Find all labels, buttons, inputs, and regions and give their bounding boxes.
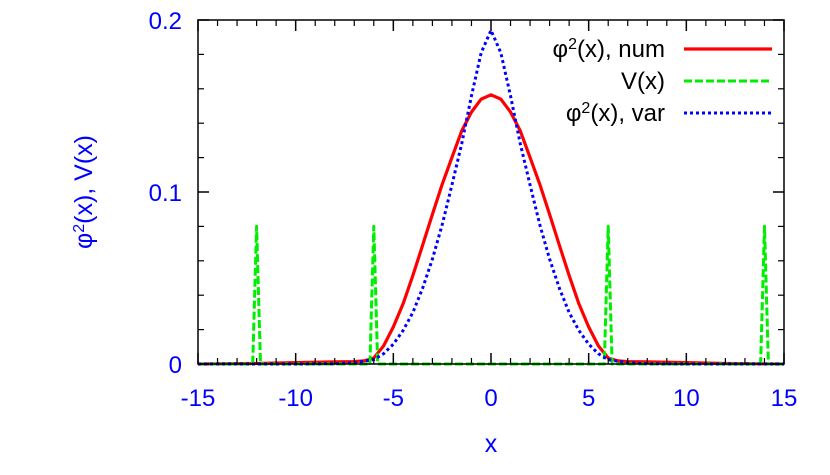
legend-label-2: φ2(x), var: [566, 100, 665, 128]
tick-layer: -15 -10 -5 0 5 10 15 0 0.1 0.2: [149, 8, 798, 412]
x-tick-label: 5: [582, 385, 595, 412]
x-tick-label: -10: [278, 385, 313, 412]
x-tick-label: 15: [771, 385, 798, 412]
x-axis-title: x: [485, 430, 498, 458]
series-line-0: [197, 93, 785, 366]
series-line-2: [198, 28, 784, 366]
y-axis-title: φ2(x), V(x): [70, 135, 98, 249]
series-line-1: [198, 224, 784, 366]
y-tick-label: 0.1: [149, 180, 182, 207]
x-tick-label: -5: [383, 385, 404, 412]
legend-label-1: V(x): [621, 68, 665, 95]
y-tick-label: 0.2: [149, 8, 182, 35]
x-tick-label: 0: [484, 385, 497, 412]
legend: φ2(x), num V(x) φ2(x), var: [553, 36, 772, 128]
x-tick-label: -15: [181, 385, 216, 412]
x-tick-label: 10: [673, 385, 700, 412]
plot-frame: [197, 19, 785, 365]
legend-label-0: φ2(x), num: [553, 36, 665, 64]
y-tick-label: 0: [169, 352, 182, 379]
plot-border: [197, 19, 785, 365]
